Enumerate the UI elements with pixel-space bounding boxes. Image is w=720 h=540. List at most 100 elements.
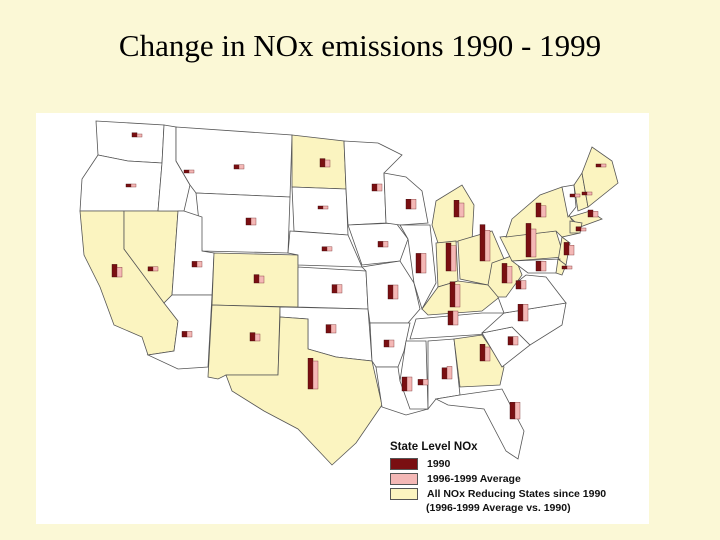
bar-1990-nv xyxy=(147,266,154,272)
bar-pair-ny xyxy=(535,202,547,218)
states-layer xyxy=(79,120,619,466)
legend-note: (1996-1999 Average vs. 1990) xyxy=(426,502,571,514)
bar-1996-1999-ca xyxy=(116,266,123,278)
bar-1996-1999-la xyxy=(406,376,413,392)
bar-1996-1999-ms xyxy=(422,379,429,386)
bar-1990-ga xyxy=(479,343,486,362)
bar-1990-va xyxy=(515,280,522,290)
bar-pair-tn xyxy=(447,310,459,326)
state-tx xyxy=(225,316,383,466)
bar-1990-ca xyxy=(111,264,118,278)
bar-1990-nj xyxy=(563,242,570,256)
legend-item-reducing-states: All NOx Reducing States since 1990 xyxy=(390,486,606,501)
bar-1990-oh xyxy=(479,224,486,262)
bar-1990-ut xyxy=(191,261,198,268)
bar-pair-fl xyxy=(509,402,521,420)
bar-pair-ks xyxy=(331,284,343,294)
bar-pair-nv xyxy=(147,266,159,272)
bar-1996-1999-ok xyxy=(330,324,337,334)
bar-1996-1999-ky xyxy=(454,284,461,308)
bar-1990-mt xyxy=(233,164,240,170)
bar-1990-ms xyxy=(417,379,424,386)
bar-pair-ga xyxy=(479,343,491,362)
bar-1996-1999-mi xyxy=(458,202,465,218)
bar-1996-1999-ar xyxy=(388,339,395,348)
bar-1990-ma xyxy=(587,209,594,218)
bar-1996-1999-il xyxy=(420,253,427,274)
state-de xyxy=(555,258,567,276)
bar-pair-ne xyxy=(321,246,333,252)
bar-1996-1999-me xyxy=(600,163,607,168)
bar-pair-nh xyxy=(581,191,593,196)
bar-1990-tn xyxy=(447,310,454,326)
bar-1990-wa xyxy=(131,132,138,138)
bar-pair-or xyxy=(125,183,137,188)
bar-pair-nj xyxy=(563,242,575,256)
legend-title: State Level NOx xyxy=(390,441,478,453)
legend-item-1990: 1990 xyxy=(390,456,606,471)
bar-1996-1999-wy xyxy=(250,217,257,226)
legend-swatch-1990 xyxy=(390,457,418,470)
bar-1996-1999-wi xyxy=(410,198,417,210)
bar-1996-1999-id xyxy=(188,169,195,174)
map-legend: State Level NOx 1990 1996-1999 Average A… xyxy=(390,441,606,514)
bar-pair-ms xyxy=(417,379,429,386)
bar-1996-1999-sc xyxy=(512,336,519,346)
bar-1990-az xyxy=(181,331,188,338)
bar-pair-az xyxy=(181,331,193,338)
bar-1996-1999-wv xyxy=(506,265,513,284)
bar-pair-mi xyxy=(453,199,465,218)
bar-1996-1999-ks xyxy=(336,284,343,294)
state-fl xyxy=(434,388,525,460)
legend-label-1996-1999-average: 1996-1999 Average xyxy=(427,472,521,485)
bar-1996-1999-tn xyxy=(452,310,459,326)
bar-pair-mn xyxy=(371,183,383,192)
bar-1990-mi xyxy=(453,199,460,218)
slide-title: Change in NOx emissions 1990 - 1999 xyxy=(118,28,602,63)
bar-pair-wy xyxy=(245,217,257,226)
bar-1990-nc xyxy=(517,303,524,322)
bar-1990-fl xyxy=(509,402,516,420)
bar-pair-ia xyxy=(377,241,389,248)
us-map-panel: State Level NOx 1990 1996-1999 Average A… xyxy=(36,113,649,524)
bar-1990-mn xyxy=(371,183,378,192)
bar-1996-1999-pa xyxy=(530,228,537,258)
bar-pair-mo xyxy=(387,284,399,300)
bar-1996-1999-fl xyxy=(514,402,521,420)
bar-1996-1999-md xyxy=(540,260,547,272)
bar-1990-wy xyxy=(245,217,252,226)
bar-1996-1999-nh xyxy=(586,191,593,196)
bar-1990-la xyxy=(401,376,408,392)
bar-pair-wv xyxy=(501,263,513,284)
bar-pair-al xyxy=(441,366,453,380)
bar-pair-ok xyxy=(325,324,337,334)
bar-pair-ar xyxy=(383,339,395,348)
bar-1996-1999-al xyxy=(446,366,453,380)
bar-1990-mo xyxy=(387,284,394,300)
bar-1996-1999-az xyxy=(186,331,193,338)
bar-1996-1999-wa xyxy=(136,133,143,138)
bar-1996-1999-mo xyxy=(392,284,399,300)
bar-1996-1999-mt xyxy=(238,164,245,170)
bar-1990-ok xyxy=(325,324,332,334)
bar-1990-or xyxy=(125,183,132,188)
bar-1996-1999-de xyxy=(566,265,573,270)
bar-1990-tx xyxy=(307,357,314,390)
bar-pair-nd xyxy=(319,158,331,168)
state-mt xyxy=(175,126,293,198)
us-states-map xyxy=(79,120,619,466)
legend-label-1990: 1990 xyxy=(427,457,451,470)
bar-pair-nm xyxy=(249,332,261,342)
state-nd xyxy=(291,134,347,190)
state-or xyxy=(79,154,163,212)
state-sd xyxy=(291,186,349,236)
bar-pair-me xyxy=(595,163,607,168)
state-me xyxy=(581,146,619,208)
bar-pair-md xyxy=(535,260,547,272)
bar-1996-1999-in xyxy=(450,245,457,272)
legend-swatch-reducing-states xyxy=(390,487,418,500)
bar-1996-1999-nm xyxy=(254,333,261,342)
state-wy xyxy=(195,192,291,254)
bar-1990-sc xyxy=(507,336,514,346)
bar-1996-1999-nv xyxy=(152,266,159,272)
